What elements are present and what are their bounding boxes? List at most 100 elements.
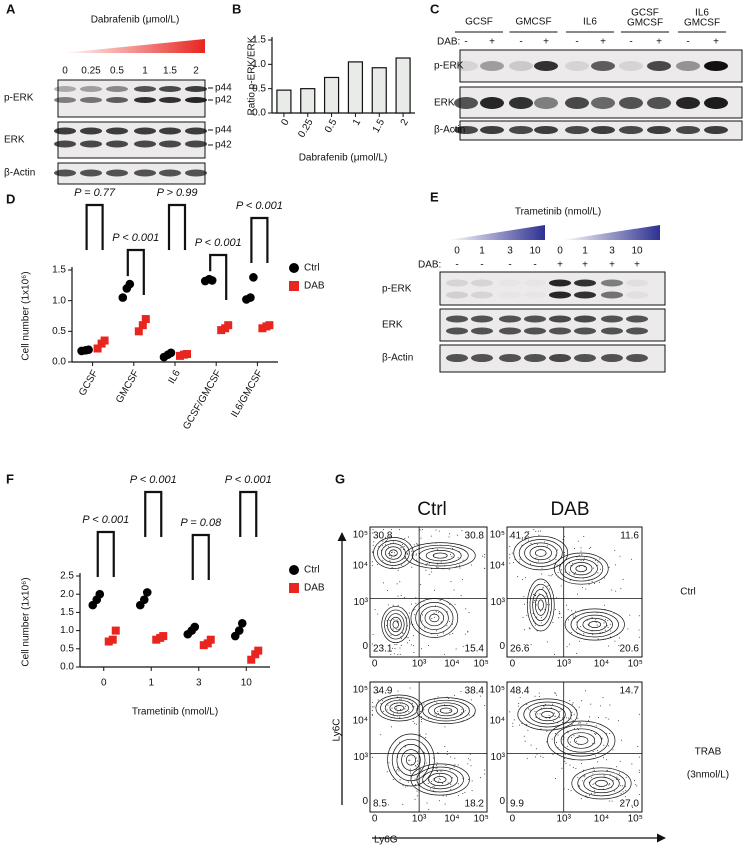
- data-point: [206, 635, 215, 644]
- flow-event: [470, 564, 472, 566]
- contour: [529, 545, 552, 561]
- flow-event: [594, 742, 596, 744]
- flow-event: [380, 734, 382, 736]
- blot-band: [574, 291, 596, 299]
- flow-event: [467, 778, 469, 780]
- flow-event: [572, 616, 574, 618]
- flow-event: [371, 706, 373, 708]
- blot-strip: [439, 271, 666, 306]
- flow-event: [371, 532, 373, 534]
- contour: [387, 733, 435, 787]
- flow-event: [386, 709, 388, 711]
- data-point: [141, 315, 150, 324]
- flow-event: [576, 652, 578, 654]
- flow-event: [638, 713, 640, 715]
- flow-event: [608, 784, 610, 786]
- flow-event: [638, 769, 640, 771]
- flow-event: [548, 714, 550, 716]
- flow-event: [414, 608, 416, 610]
- blot-band: [509, 61, 533, 71]
- blot-band: [647, 61, 671, 71]
- flow-event: [569, 572, 571, 574]
- flow-event: [406, 553, 408, 555]
- bar: [347, 61, 364, 114]
- flow-event: [530, 542, 532, 544]
- flow-event: [435, 566, 437, 568]
- dose-label: 3: [507, 246, 513, 257]
- flow-event: [561, 767, 563, 769]
- flow-event: [427, 782, 429, 784]
- legend-label: DAB: [304, 583, 325, 594]
- data-point: [134, 327, 143, 336]
- quadrant-value: 23.1: [373, 644, 393, 655]
- flow-event: [602, 757, 604, 759]
- panel-letter: G: [335, 471, 345, 486]
- flow-event: [437, 548, 439, 550]
- flow-event: [523, 735, 525, 737]
- flow-event: [391, 707, 393, 709]
- flow-event: [559, 710, 561, 712]
- contour: [422, 699, 470, 722]
- flow-event: [576, 628, 578, 630]
- blot-band: [676, 61, 700, 71]
- flow-event: [435, 764, 437, 766]
- contour: [553, 552, 609, 585]
- blot-band: [704, 97, 728, 109]
- flow-event: [467, 631, 469, 633]
- contour: [535, 707, 560, 722]
- flow-event: [613, 790, 615, 792]
- dab-sign: -: [480, 260, 483, 271]
- flow-event: [435, 768, 437, 770]
- flow-event: [454, 694, 456, 696]
- column-header: DAB: [550, 499, 589, 520]
- contour: [375, 694, 424, 722]
- flow-event: [439, 599, 441, 601]
- blot-band: [480, 126, 504, 134]
- flow-event: [638, 756, 640, 758]
- dab-sign: -: [519, 37, 522, 48]
- data-point: [138, 321, 147, 330]
- flow-event: [434, 699, 436, 701]
- flow-event: [542, 586, 544, 588]
- flow-event: [536, 753, 538, 755]
- marker-label: p42: [215, 95, 232, 106]
- flow-event: [484, 769, 486, 771]
- flow-event: [533, 593, 535, 595]
- bar: [395, 57, 411, 114]
- flow-event: [556, 694, 558, 696]
- flow-event: [431, 571, 433, 573]
- flow-tick-label: 10⁴: [444, 814, 459, 825]
- flow-event: [546, 741, 548, 743]
- flow-event: [377, 692, 379, 694]
- flow-event: [455, 566, 457, 568]
- flow-event: [584, 775, 586, 777]
- flow-event: [440, 770, 442, 772]
- flow-event: [390, 653, 392, 655]
- flow-event: [471, 790, 473, 792]
- p-value: P < 0.001: [195, 237, 242, 249]
- flow-event: [377, 699, 379, 701]
- flow-event: [430, 535, 432, 537]
- flow-event: [583, 560, 585, 562]
- flow-event: [410, 772, 412, 774]
- flow-event: [618, 720, 620, 722]
- y-tick-label: 2.0: [60, 589, 74, 600]
- flow-event: [597, 561, 599, 563]
- data-point: [139, 595, 149, 604]
- blot-band: [647, 126, 671, 134]
- flow-event: [565, 604, 567, 606]
- dab-label: DAB:: [437, 37, 460, 48]
- row-label: (3nmol/L): [687, 770, 729, 781]
- contour: [547, 720, 616, 761]
- flow-event: [573, 573, 575, 575]
- flow-event: [416, 559, 418, 561]
- flow-event: [509, 557, 511, 559]
- flow-event: [394, 644, 396, 646]
- flow-event: [411, 566, 413, 568]
- flow-tick-label: 0: [362, 796, 368, 807]
- flow-event: [570, 789, 572, 791]
- p-value: P = 0.77: [74, 187, 116, 199]
- blot-row-label: ERK: [434, 98, 455, 109]
- contour: [433, 705, 459, 717]
